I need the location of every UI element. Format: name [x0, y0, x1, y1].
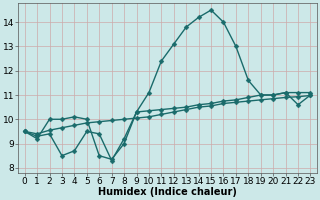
X-axis label: Humidex (Indice chaleur): Humidex (Indice chaleur): [98, 187, 237, 197]
